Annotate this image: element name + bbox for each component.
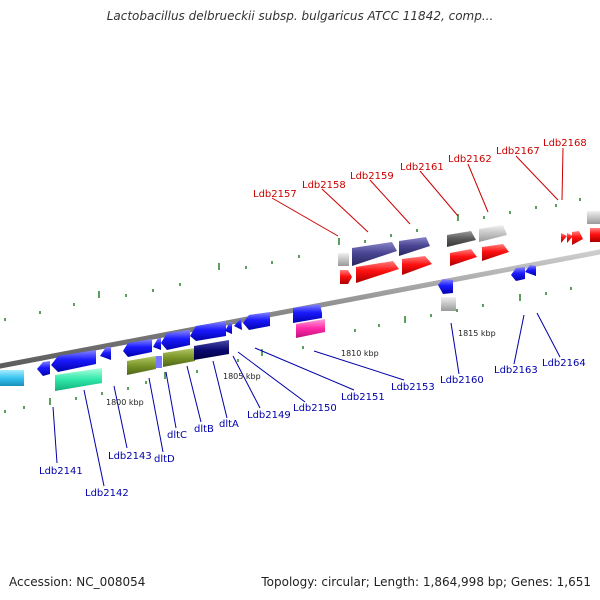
label-ldb2150[interactable]: Ldb2150 — [293, 403, 337, 414]
scale-label-1805: 1805 kbp — [223, 372, 261, 381]
gene-cyan — [0, 370, 24, 386]
label-ldb2158[interactable]: Ldb2158 — [302, 180, 346, 191]
label-dltb[interactable]: dltB — [194, 424, 214, 435]
gene-ldb2163 — [511, 267, 525, 281]
scale-label-1815: 1815 kbp — [458, 329, 496, 338]
gene-ldb2153 — [293, 304, 322, 323]
map-title: Lactobacillus delbrueckii subsp. bulgari… — [106, 9, 494, 23]
gene-dltc — [153, 338, 161, 350]
gene-ldb2159 — [399, 237, 430, 256]
bottom-gene-labels: Ldb2141 Ldb2142 Ldb2143 dltD dltC dltB d… — [39, 358, 586, 499]
gene-ldb2168 — [572, 231, 583, 245]
gene-ldb2150 — [234, 318, 242, 330]
gene-ldb2160b — [441, 297, 456, 311]
gene-ldb2142b — [55, 368, 102, 391]
gene-ldb2167b — [567, 233, 573, 243]
gene-ldb2161 — [447, 231, 476, 247]
label-ldb2153[interactable]: Ldb2153 — [391, 382, 435, 393]
label-ldb2151[interactable]: Ldb2151 — [341, 392, 385, 403]
gene-ldb2149 — [225, 322, 232, 334]
gene-edge-red — [590, 228, 600, 242]
gene-dltc-b — [156, 356, 162, 368]
leader-lines-top — [271, 147, 564, 237]
label-ldb2157[interactable]: Ldb2157 — [253, 189, 297, 200]
label-ldb2163[interactable]: Ldb2163 — [494, 365, 538, 376]
gene-dltd — [123, 339, 152, 357]
label-ldb2168[interactable]: Ldb2168 — [543, 138, 587, 149]
leader-lines-bottom — [52, 312, 561, 487]
label-ldb2162[interactable]: Ldb2162 — [448, 154, 492, 165]
gene-features-bottom — [0, 265, 536, 391]
label-dlta[interactable]: dltA — [219, 419, 239, 430]
scale-label-1810: 1810 kbp — [341, 349, 379, 358]
label-ldb2160[interactable]: Ldb2160 — [440, 375, 484, 386]
gene-dltb — [161, 330, 190, 350]
scale-label-1800: 1800 kbp — [106, 398, 144, 407]
accession-label: Accession: NC_008054 — [9, 575, 146, 589]
gene-ldb2162b — [482, 244, 509, 261]
scale-labels: 1800 kbp 1805 kbp 1810 kbp 1815 kbp — [106, 329, 496, 407]
gene-dltb-b — [163, 348, 195, 367]
label-ldb2143[interactable]: Ldb2143 — [108, 451, 152, 462]
label-ldb2149[interactable]: Ldb2149 — [247, 410, 291, 421]
gene-ldb2159b — [402, 256, 432, 275]
gene-dlta-b — [194, 340, 229, 360]
label-ldb2167[interactable]: Ldb2167 — [496, 146, 540, 157]
label-dltd[interactable]: dltD — [154, 454, 175, 465]
gene-ldb2164 — [525, 265, 536, 276]
label-ldb2159[interactable]: Ldb2159 — [350, 171, 394, 182]
top-gene-labels: Ldb2157 Ldb2158 Ldb2159 Ldb2161 Ldb2162 … — [253, 138, 587, 200]
gene-ldb2161b — [450, 249, 477, 266]
gene-features-top — [338, 211, 600, 284]
label-ldb2164[interactable]: Ldb2164 — [542, 358, 586, 369]
gene-ldb2167 — [561, 233, 567, 243]
gene-ldb2157 — [338, 253, 349, 266]
genome-summary: Topology: circular; Length: 1,864,998 bp… — [261, 575, 591, 589]
gene-ldb2160 — [438, 279, 453, 294]
tick-marks — [4, 198, 581, 413]
gene-dltd-b — [127, 356, 156, 375]
gene-dlta — [190, 321, 226, 341]
label-ldb2161[interactable]: Ldb2161 — [400, 162, 444, 173]
gene-edge-gray — [587, 211, 600, 224]
gene-ldb2153b — [296, 319, 325, 338]
gene-ldb2141 — [37, 361, 50, 376]
label-ldb2142[interactable]: Ldb2142 — [85, 488, 129, 499]
gene-ldb2143 — [100, 347, 111, 360]
gene-ldb2158 — [352, 242, 397, 266]
gene-ldb2142 — [51, 350, 96, 372]
gene-ldb2162 — [479, 225, 507, 242]
gene-ldb2151 — [243, 312, 270, 330]
label-ldb2141[interactable]: Ldb2141 — [39, 466, 83, 477]
label-dltc[interactable]: dltC — [167, 430, 187, 441]
gene-ldb2158b — [356, 261, 399, 283]
gene-ldb2157b — [340, 270, 352, 284]
